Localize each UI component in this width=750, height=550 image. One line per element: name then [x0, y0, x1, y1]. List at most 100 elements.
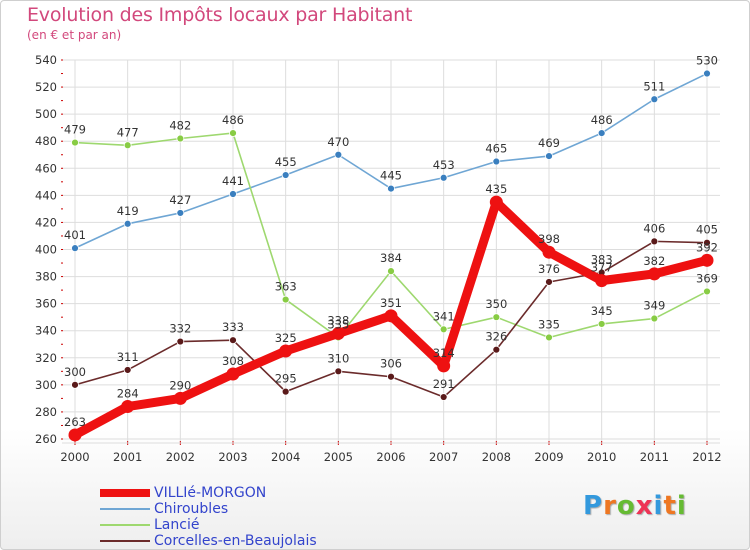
data-label-corcelles-en-beaujolais: 326 — [485, 330, 507, 344]
y-tick-label: 320 — [35, 351, 57, 365]
data-point-chiroubles — [439, 173, 448, 182]
data-point-chiroubles — [71, 244, 79, 253]
data-label-villi-morgon: 392 — [696, 240, 718, 254]
data-label-chiroubles: 511 — [643, 79, 665, 93]
data-label-lanci-: 384 — [380, 251, 402, 265]
data-label-chiroubles: 453 — [433, 158, 455, 172]
data-label-lanci-: 479 — [64, 123, 86, 137]
data-label-lanci-: 345 — [591, 304, 613, 318]
series-corcelles-en-beaujolais — [71, 237, 711, 401]
data-point-lanci- — [439, 325, 448, 334]
data-point-villi-morgon — [279, 344, 293, 358]
data-point-corcelles-en-beaujolais — [176, 337, 185, 346]
data-label-villi-morgon: 263 — [64, 415, 86, 429]
data-label-chiroubles: 530 — [696, 54, 718, 68]
data-label-corcelles-en-beaujolais: 300 — [64, 365, 86, 379]
legend-swatch-lancie — [100, 524, 150, 526]
data-point-villi-morgon — [489, 195, 503, 209]
data-label-villi-morgon: 382 — [643, 254, 665, 268]
data-label-lanci-: 369 — [696, 271, 718, 285]
data-point-lanci- — [492, 313, 501, 322]
logo-letter: P — [583, 491, 604, 521]
logo-letter: i — [653, 491, 664, 521]
legend-item-villie-morgon[interactable]: VILLIé-MORGON — [100, 485, 317, 501]
legend-item-chiroubles[interactable]: Chiroubles — [100, 501, 317, 517]
data-label-lanci-: 341 — [433, 309, 455, 323]
data-label-corcelles-en-beaujolais: 405 — [696, 223, 718, 237]
y-tick-label: 280 — [35, 405, 57, 419]
data-label-villi-morgon: 284 — [117, 387, 139, 401]
data-label-lanci-: 486 — [222, 113, 244, 127]
legend-swatch-villie-morgon — [100, 489, 150, 497]
legend-swatch-chiroubles — [100, 508, 150, 510]
data-label-lanci-: 335 — [327, 317, 349, 331]
data-point-villi-morgon — [384, 309, 398, 323]
data-point-villi-morgon — [595, 274, 609, 288]
data-label-lanci-: 349 — [643, 299, 665, 313]
y-tick-label: 500 — [35, 107, 57, 121]
data-point-corcelles-en-beaujolais — [123, 366, 132, 374]
data-point-chiroubles — [492, 157, 501, 166]
y-tick-label: 420 — [35, 215, 57, 229]
data-point-corcelles-en-beaujolais — [545, 278, 553, 286]
legend-item-corcelles[interactable]: Corcelles-en-Beaujolais — [100, 533, 317, 549]
data-label-chiroubles: 455 — [275, 155, 297, 169]
data-label-chiroubles: 465 — [485, 142, 507, 156]
data-label-lanci-: 477 — [117, 125, 139, 139]
data-label-corcelles-en-beaujolais: 291 — [433, 377, 455, 391]
data-point-corcelles-en-beaujolais — [650, 237, 659, 246]
data-label-villi-morgon: 314 — [433, 346, 455, 360]
data-point-chiroubles — [703, 69, 711, 78]
data-point-corcelles-en-beaujolais — [229, 336, 237, 345]
data-point-corcelles-en-beaujolais — [281, 387, 290, 396]
axis-layer: 260 280 300 320 340 360 380 400 420 440 460 480 500 5… — [35, 53, 722, 464]
y-tick-label: 400 — [35, 243, 57, 257]
data-point-lanci- — [650, 314, 659, 323]
data-point-villi-morgon — [647, 267, 661, 281]
x-tick-label: 2009 — [534, 450, 563, 464]
proxiti-logo: Proxiti — [583, 491, 687, 521]
data-label-villi-morgon: 325 — [275, 331, 297, 345]
x-tick-label: 2003 — [218, 450, 247, 464]
legend-swatch-corcelles — [100, 540, 150, 542]
data-label-corcelles-en-beaujolais: 310 — [327, 351, 349, 365]
logo-letter: i — [676, 491, 687, 521]
y-tick-label: 360 — [35, 297, 57, 311]
data-point-villi-morgon — [121, 400, 135, 414]
data-point-corcelles-en-beaujolais — [71, 380, 79, 389]
data-label-chiroubles: 470 — [327, 135, 349, 149]
data-point-corcelles-en-beaujolais — [703, 238, 711, 247]
x-tick-label: 2008 — [482, 450, 511, 464]
x-tick-label: 2002 — [166, 450, 195, 464]
data-point-villi-morgon — [331, 326, 345, 340]
data-label-corcelles-en-beaujolais: 383 — [591, 253, 613, 267]
data-label-villi-morgon: 435 — [485, 182, 507, 196]
x-tick-label: 2006 — [376, 450, 405, 464]
legend-label: VILLIé-MORGON — [154, 485, 267, 501]
data-point-lanci- — [387, 267, 395, 276]
x-tick-label: 2005 — [324, 450, 353, 464]
data-point-chiroubles — [334, 150, 343, 159]
data-point-lanci- — [281, 295, 290, 304]
data-point-chiroubles — [597, 129, 606, 137]
legend-label: Corcelles-en-Beaujolais — [154, 533, 317, 549]
data-point-corcelles-en-beaujolais — [492, 345, 501, 354]
grid-layer — [62, 59, 720, 443]
x-tick-label: 2007 — [429, 450, 458, 464]
y-tick-label: 480 — [35, 134, 57, 148]
x-tick-label: 2000 — [60, 450, 89, 464]
data-label-lanci-: 350 — [485, 297, 507, 311]
series-chiroubles — [71, 69, 711, 253]
logo-letter: t — [663, 491, 677, 521]
legend-item-lancie[interactable]: Lancié — [100, 517, 317, 533]
data-label-chiroubles: 419 — [117, 204, 139, 218]
data-label-chiroubles: 427 — [169, 193, 191, 207]
data-point-chiroubles — [281, 171, 290, 179]
series-layer — [68, 69, 714, 442]
x-tick-label: 2001 — [113, 450, 142, 464]
y-tick-label: 460 — [35, 161, 57, 175]
y-tick-label: 300 — [35, 378, 57, 392]
data-label-corcelles-en-beaujolais: 376 — [538, 262, 560, 276]
data-point-lanci- — [703, 287, 711, 296]
